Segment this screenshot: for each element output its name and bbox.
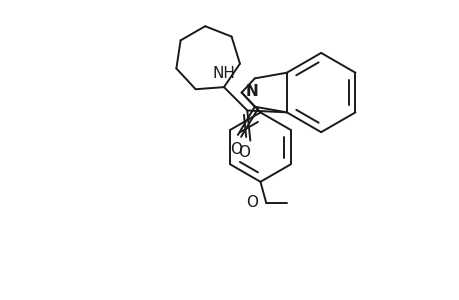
Text: O: O bbox=[230, 142, 241, 157]
Text: O: O bbox=[246, 195, 257, 210]
Text: O: O bbox=[238, 145, 250, 160]
Text: NH: NH bbox=[212, 66, 235, 81]
Text: N: N bbox=[245, 84, 258, 99]
